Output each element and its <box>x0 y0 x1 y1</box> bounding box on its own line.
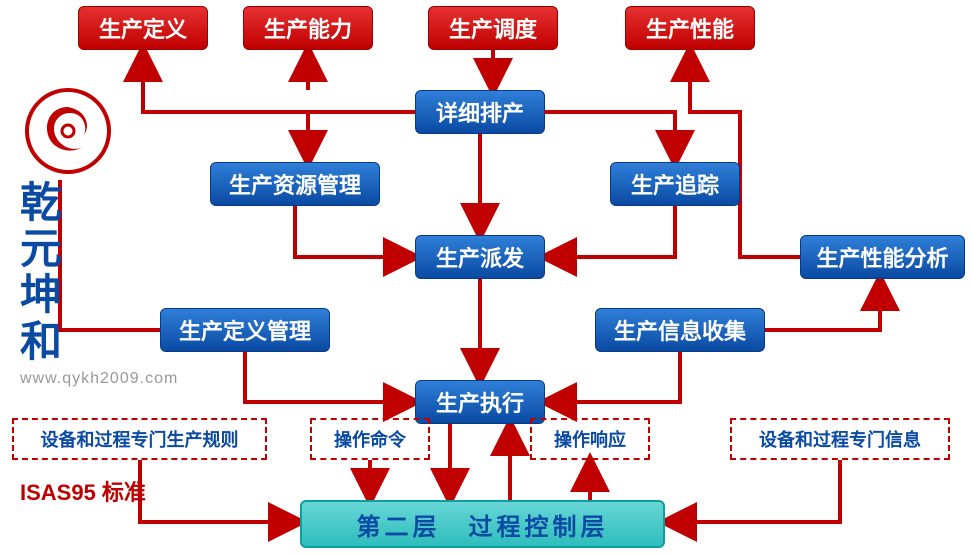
label: 生产能力 <box>264 12 352 44</box>
arrow-detail-right-down <box>545 112 675 162</box>
standard-label: ISAS95 标准 <box>20 475 146 507</box>
arrow-defmgr-to-exec <box>245 352 415 402</box>
arrow-infocol-to-exec <box>545 352 680 402</box>
box-resmgr: 生产资源管理 <box>210 162 380 206</box>
label: 生产调度 <box>449 12 537 44</box>
label: 生产性能分析 <box>816 241 948 273</box>
arrow-resmgr-to-dispatch <box>295 206 415 257</box>
label: 生产追踪 <box>631 168 719 200</box>
dashed-d1: 设备和过程专门生产规则 <box>12 418 267 460</box>
label: 生产定义管理 <box>179 314 311 346</box>
arrow-track-to-dispatch <box>545 206 675 257</box>
label: 生产定义 <box>99 12 187 44</box>
box-top1: 生产定义 <box>78 6 208 50</box>
label: 详细排产 <box>436 96 524 128</box>
dashed-d3: 操作响应 <box>530 418 650 460</box>
box-exec: 生产执行 <box>415 380 545 424</box>
brand-name: 乾元坤和 <box>20 180 62 365</box>
box-track: 生产追踪 <box>610 162 740 206</box>
box-top2: 生产能力 <box>243 6 373 50</box>
arrow-infocol-to-perf <box>765 279 880 330</box>
box-perf: 生产性能分析 <box>800 235 965 279</box>
arrow-perf-to-track <box>740 184 800 257</box>
label: 操作命令 <box>334 426 406 452</box>
label: 设备和过程专门信息 <box>759 426 921 452</box>
arrow-detail-left-down <box>308 112 415 162</box>
label: 生产执行 <box>436 386 524 418</box>
label: 操作响应 <box>554 426 626 452</box>
box-dispatch: 生产派发 <box>415 235 545 279</box>
label: 设备和过程专门生产规则 <box>41 426 239 452</box>
arrow-defmgr-left-up <box>60 180 160 330</box>
box-layer2: 第二层 过程控制层 <box>300 500 665 548</box>
label: 生产资源管理 <box>229 168 361 200</box>
label: 生产信息收集 <box>614 314 746 346</box>
diagram-stage: 生产定义 生产能力 生产调度 生产性能 详细排产 生产资源管理 生产追踪 生产派… <box>0 0 973 556</box>
dashed-d2: 操作命令 <box>310 418 430 460</box>
box-top3: 生产调度 <box>428 6 558 50</box>
box-top4: 生产性能 <box>625 6 755 50</box>
box-infocol: 生产信息收集 <box>595 308 765 352</box>
logo-icon <box>25 88 111 174</box>
label: 生产性能 <box>646 12 734 44</box>
arrow-d4-down <box>665 460 840 522</box>
arrow-detail-to-top1 <box>143 90 308 112</box>
box-detail: 详细排产 <box>415 90 545 134</box>
label: 生产派发 <box>436 241 524 273</box>
dashed-d4: 设备和过程专门信息 <box>730 418 950 460</box>
brand-url: www.qykh2009.com <box>20 370 178 388</box>
arrow-d1-down <box>140 460 300 522</box>
label: 第二层 过程控制层 <box>357 507 609 542</box>
box-defmgr: 生产定义管理 <box>160 308 330 352</box>
